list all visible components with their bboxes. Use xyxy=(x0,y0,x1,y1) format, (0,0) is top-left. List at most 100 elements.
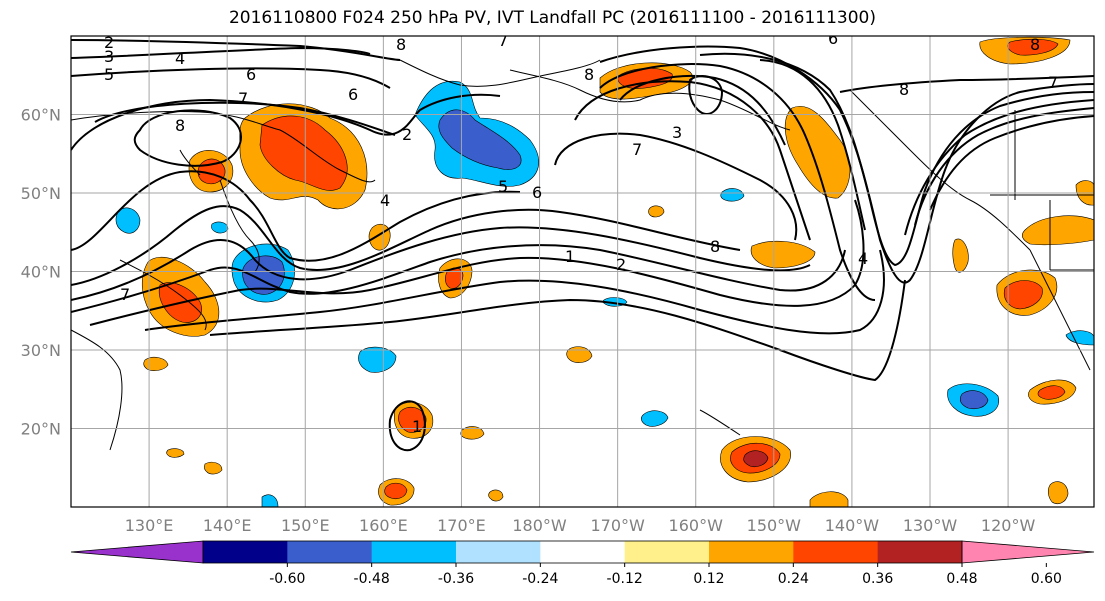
colorbar-frame xyxy=(202,540,963,564)
contour-label: 5 xyxy=(498,177,508,196)
coastline xyxy=(699,409,741,436)
contour-line xyxy=(71,170,521,262)
contour-line xyxy=(388,400,426,452)
map-panel: 2 3 5 4 6 7 8 6 8 7 8 6 8 3 2 4 5 6 1 2 … xyxy=(71,31,1094,507)
pv-positive-blob xyxy=(460,426,485,440)
contour-label: 1 xyxy=(412,417,422,436)
colorbar-segment xyxy=(540,541,626,563)
colorbar-segment xyxy=(624,541,710,563)
colorbar-segment xyxy=(203,541,288,563)
pv-positive-core xyxy=(398,406,427,433)
contour-line xyxy=(71,93,501,151)
pv-positive-core xyxy=(743,450,769,468)
contour-label: 8 xyxy=(1030,35,1040,54)
lon-label: 120°W xyxy=(981,516,1036,535)
contour-label: 6 xyxy=(532,183,542,202)
pv-negative-blob xyxy=(115,207,141,234)
pv-positive-blob xyxy=(1047,481,1069,505)
contour-label: 8 xyxy=(584,65,594,84)
coastlines xyxy=(71,59,1094,451)
coastline xyxy=(509,69,791,131)
pv-negative-blob xyxy=(211,221,229,234)
contour-label: 8 xyxy=(899,80,909,99)
pv-negative-blob xyxy=(358,346,397,373)
contour-line xyxy=(699,52,1094,267)
colorbar xyxy=(70,540,1095,564)
contour-line xyxy=(71,46,371,59)
contour-label: 7 xyxy=(238,89,248,108)
contour-line xyxy=(209,279,906,382)
lon-label: 140°E xyxy=(203,516,252,535)
contour-line xyxy=(759,59,866,231)
pv-positive-blob xyxy=(750,240,816,269)
contour-line xyxy=(599,63,876,301)
contour-label: 4 xyxy=(858,249,868,268)
lon-label: 150°W xyxy=(747,516,802,535)
longitude-labels: 130°E 140°E 150°E 160°E 170°E 180°W 170°W 160°W… xyxy=(125,516,1036,535)
pv-positive-core xyxy=(384,482,408,500)
contour-line xyxy=(619,75,786,146)
contour-label: 6 xyxy=(246,65,256,84)
contour-label: 4 xyxy=(380,191,390,210)
colorbar-segment xyxy=(793,541,879,563)
pv-positive-blob xyxy=(648,205,665,218)
coastline xyxy=(849,89,1031,251)
contour-line xyxy=(929,115,1094,211)
pv-positive-blob xyxy=(566,346,593,363)
contour-line xyxy=(904,99,1094,236)
pv-positive-core xyxy=(1007,38,1059,56)
lat-label: 30°N xyxy=(21,341,61,360)
colorbar-tick-label: -0.60 xyxy=(269,571,305,587)
contour-labels: 2 3 5 4 6 7 8 6 8 7 8 6 8 3 2 4 5 6 1 2 … xyxy=(104,31,1058,436)
contour-line xyxy=(688,75,724,115)
pv-negative-blob xyxy=(720,188,745,202)
contour-label: 2 xyxy=(616,255,626,274)
contour-line xyxy=(599,45,1094,284)
contour-label: 4 xyxy=(175,49,185,68)
coastline xyxy=(219,179,260,273)
pv-positive-core xyxy=(1003,280,1043,310)
contour-line xyxy=(914,107,1094,226)
contour-label: 3 xyxy=(104,47,114,66)
lat-label: 40°N xyxy=(21,263,61,282)
pv-negative-core xyxy=(438,109,522,170)
pv-positive-blob xyxy=(1021,215,1094,246)
contour-label: 8 xyxy=(396,35,406,54)
coastline xyxy=(71,329,123,451)
contour-line xyxy=(554,132,798,241)
colorbar-segment xyxy=(371,541,457,563)
coastline xyxy=(71,111,376,183)
contour-line xyxy=(133,109,242,167)
lon-label: 170°E xyxy=(437,516,486,535)
colorbar-tick-label: -0.48 xyxy=(354,571,390,587)
colorbar-tick-label: -0.36 xyxy=(438,571,474,587)
colorbar-segment xyxy=(456,541,541,563)
contour-label: 3 xyxy=(672,123,682,142)
contour-line xyxy=(71,39,401,61)
lon-label: 130°E xyxy=(125,516,174,535)
contour-label: 8 xyxy=(175,116,185,135)
pv-positive-core xyxy=(1037,385,1066,400)
pv-positive-blob xyxy=(488,489,504,502)
contour-label: 5 xyxy=(104,65,114,84)
pv-negative-blob xyxy=(1065,330,1094,346)
coastline xyxy=(399,59,601,87)
pv-positive-core xyxy=(259,115,348,191)
colorbar-tick-label: 0.24 xyxy=(778,571,809,587)
lat-label: 60°N xyxy=(21,106,61,125)
contour-label: 7 xyxy=(120,285,130,304)
pv-anomaly-shading xyxy=(115,36,1094,507)
colorbar-segment xyxy=(709,541,794,563)
colorbar-tick-label: 0.60 xyxy=(1031,571,1062,587)
colorbar-tick-label: 0.12 xyxy=(693,571,724,587)
pv-positive-blob xyxy=(143,356,169,371)
contour-label: 7 xyxy=(498,31,508,50)
lon-label: 170°W xyxy=(590,516,645,535)
colorbar-extend-low xyxy=(70,540,204,564)
coastline xyxy=(119,259,207,331)
lon-label: 160°E xyxy=(359,516,408,535)
contour-label: 7 xyxy=(632,140,642,159)
colorbar-extend-high xyxy=(961,540,1095,564)
coastline xyxy=(1029,249,1091,371)
